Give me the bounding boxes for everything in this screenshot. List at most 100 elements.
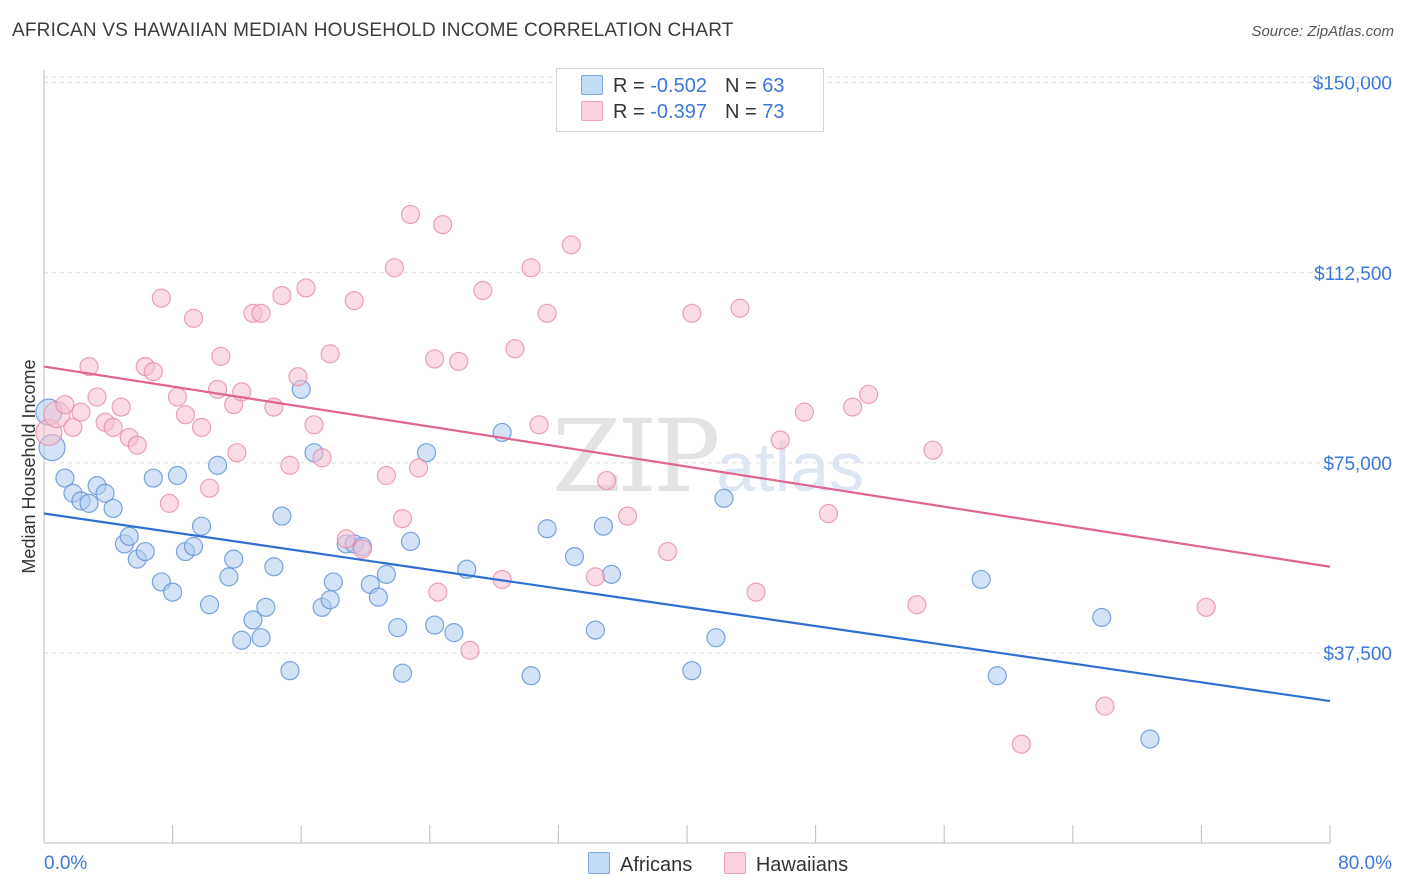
hawaiian-point [151,288,171,308]
hawaiian-point [143,361,163,382]
african-point [95,483,115,503]
legend-row-africans: R = -0.502 N = 63 [581,75,784,101]
hawaiian-point [352,539,372,559]
hawaiian-point [63,417,83,437]
africans-n-value: 63 [762,75,785,97]
hawaiian-point [1011,734,1031,754]
african-point [79,493,99,513]
hawaiian-point [1196,597,1216,617]
african-point [135,541,155,562]
african-point [521,666,541,686]
x-tick-label: 0.0% [44,853,87,874]
africans-r-value: -0.502 [650,75,707,97]
hawaiian-point [159,493,179,513]
hawaiian-point [585,567,605,587]
hawaiian-point [400,204,421,225]
hawaiian-point [428,582,448,602]
hawaiian-point [251,303,271,323]
africans-swatch [581,75,603,95]
african-point [388,617,408,638]
hawaiians-swatch [581,101,603,121]
african-point [280,661,300,681]
hawaiian-point [460,640,480,660]
hawaiian-point [537,303,557,323]
african-point [682,661,702,681]
hawaiian-point [521,258,541,278]
african-point [183,536,204,557]
hawaiian-point [87,387,107,407]
african-point [593,516,614,536]
hawaiian-point [344,291,364,311]
african-point [1092,607,1112,628]
african-point [256,597,276,617]
hawaiian-point [55,394,75,415]
hawaiian-point [199,478,220,498]
africans-r-label: R = [613,75,651,97]
african-point [400,531,421,552]
african-point [167,465,188,486]
correlation-legend: R = -0.502 N = 63 R = -0.397 N = 73 [556,68,824,132]
african-point [55,468,75,488]
watermark-zip: ZIP [552,398,720,515]
chart-title: AFRICAN VS HAWAIIAN MEDIAN HOUSEHOLD INC… [12,20,734,41]
hawaiian-point [473,280,493,301]
hawaiian-point [746,582,766,602]
african-point [987,666,1007,686]
hawaiian-point [272,285,292,306]
legend-hawaiians-label: Hawaiians [755,854,849,876]
hawaiian-point [392,508,413,529]
legend-africans-swatch [588,852,610,874]
african-point [320,590,340,610]
african-point [392,663,413,683]
series-legend: Africans Hawaiians [588,852,874,877]
y-tick-label: $37,500 [1323,644,1392,665]
hawaiian-point [770,430,790,450]
hawaiian-point [561,235,581,255]
african-point [537,519,557,539]
african-point [585,620,605,640]
hawaiians-r-value: -0.397 [650,101,707,123]
hawaiian-point [658,541,678,562]
source-label: Source: ZipAtlas.com [1251,23,1394,40]
y-tick-label: $75,000 [1323,454,1392,475]
hawaiian-point [859,384,879,405]
african-point [416,443,437,463]
hawaiian-point [505,339,525,359]
hawaiian-trend-line [43,365,1331,568]
hawaiian-point [682,303,702,323]
hawaiian-point [433,215,453,235]
african-point [208,455,228,475]
african-point [425,615,445,635]
hawaiian-point [103,417,123,437]
hawaiian-point [842,397,863,417]
hawaiian-point [923,440,943,460]
hawaiian-point [111,397,131,417]
hawaiian-point [127,435,147,455]
african-point [163,582,183,602]
african-point [224,549,244,569]
watermark: ZIPatlas [552,398,864,515]
hawaiian-point [617,506,638,526]
hawaiian-point [597,470,617,491]
hawaiians-n-value: 73 [762,101,785,123]
african-point [601,564,622,584]
hawaiian-point [1095,696,1115,716]
legend-item-africans: Africans [588,852,692,877]
hawaiian-point [529,415,549,435]
african-point [103,498,123,519]
hawaiian-point [794,402,814,422]
hawaiian-point [296,278,316,298]
hawaiian-point [71,402,91,422]
african-point [251,628,271,648]
hawaiian-point [312,448,332,468]
hawaiian-point [175,405,196,425]
y-tick-label: $112,500 [1314,264,1392,285]
hawaiian-point [304,415,324,435]
african-point [143,468,163,488]
african-point [1140,729,1160,749]
hawaiian-point [449,351,469,372]
hawaiian-point [408,458,429,478]
hawaiian-point [288,367,308,387]
hawaiian-point [280,455,300,475]
